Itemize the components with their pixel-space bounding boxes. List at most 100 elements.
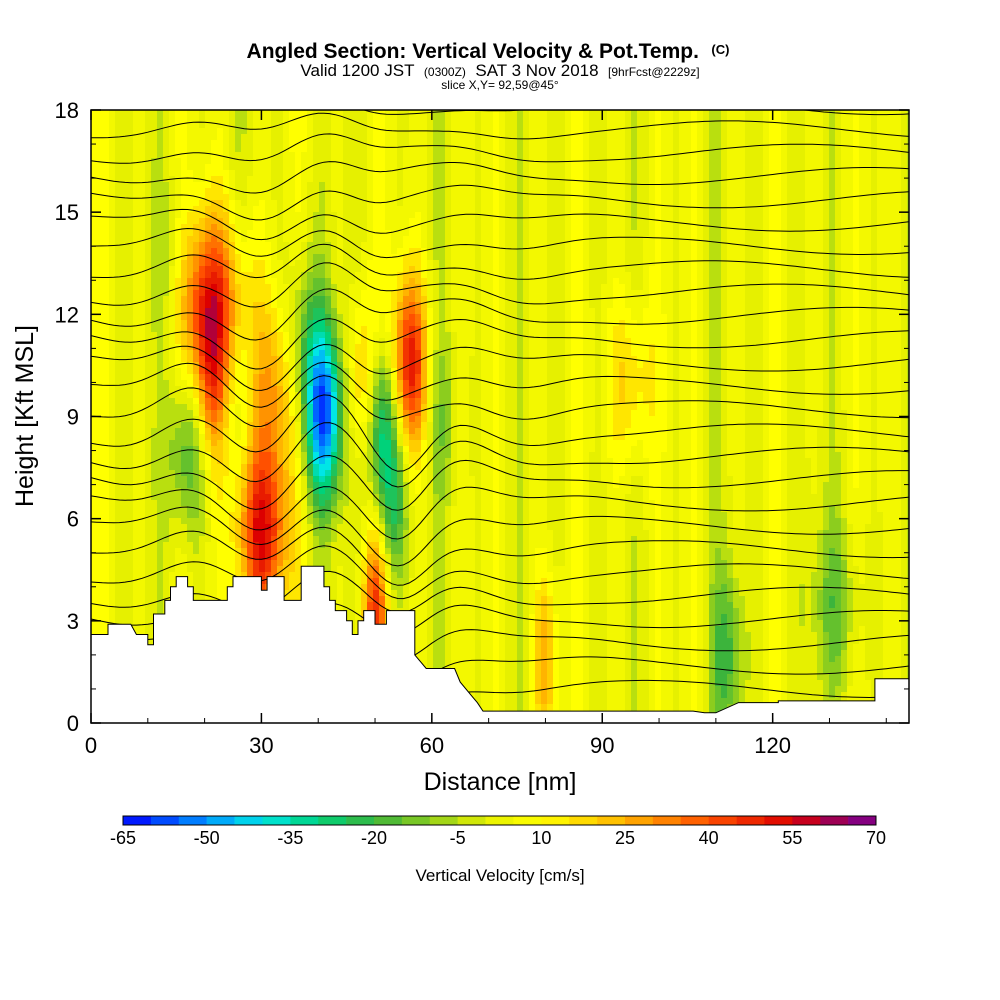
velocity-cell bbox=[625, 254, 632, 261]
velocity-cell bbox=[271, 134, 278, 141]
velocity-cell bbox=[349, 212, 356, 219]
velocity-cell bbox=[499, 290, 506, 297]
velocity-cell bbox=[853, 266, 860, 273]
velocity-cell bbox=[229, 128, 236, 135]
velocity-cell bbox=[637, 260, 644, 267]
velocity-cell bbox=[685, 218, 692, 225]
velocity-cell bbox=[337, 134, 344, 141]
velocity-cell bbox=[691, 200, 698, 207]
velocity-cell bbox=[457, 140, 464, 147]
velocity-cell bbox=[535, 266, 542, 273]
velocity-cell bbox=[721, 188, 728, 195]
velocity-cell bbox=[487, 308, 494, 315]
velocity-cell bbox=[595, 248, 602, 255]
velocity-cell bbox=[835, 230, 842, 237]
velocity-cell bbox=[175, 326, 182, 333]
velocity-cell bbox=[115, 290, 122, 297]
velocity-cell bbox=[493, 296, 500, 303]
velocity-cell bbox=[457, 284, 464, 291]
velocity-cell bbox=[379, 122, 386, 129]
velocity-cell bbox=[205, 230, 212, 237]
velocity-cell bbox=[415, 206, 422, 213]
velocity-cell bbox=[697, 176, 704, 183]
velocity-cell bbox=[307, 128, 314, 135]
velocity-cell bbox=[469, 248, 476, 255]
velocity-cell bbox=[403, 308, 410, 315]
velocity-cell bbox=[709, 302, 716, 309]
velocity-cell bbox=[697, 296, 704, 303]
velocity-cell bbox=[811, 128, 818, 135]
velocity-cell bbox=[781, 152, 788, 159]
velocity-cell bbox=[565, 260, 572, 267]
velocity-cell bbox=[883, 278, 890, 285]
velocity-cell bbox=[151, 248, 158, 255]
velocity-cell bbox=[475, 266, 482, 273]
velocity-cell bbox=[109, 200, 116, 207]
velocity-cell bbox=[103, 152, 110, 159]
velocity-cell bbox=[175, 272, 182, 279]
velocity-cell bbox=[625, 248, 632, 255]
velocity-cell bbox=[355, 314, 362, 321]
velocity-cell bbox=[511, 260, 518, 267]
velocity-cell bbox=[97, 110, 104, 117]
velocity-cell bbox=[199, 128, 206, 135]
velocity-cell bbox=[571, 146, 578, 153]
velocity-cell bbox=[505, 134, 512, 141]
velocity-cell bbox=[853, 248, 860, 255]
velocity-cell bbox=[169, 122, 176, 129]
velocity-cell bbox=[793, 128, 800, 135]
velocity-cell bbox=[631, 110, 638, 117]
velocity-cell bbox=[373, 314, 380, 321]
velocity-cell bbox=[679, 164, 686, 171]
velocity-cell bbox=[487, 140, 494, 147]
velocity-cell bbox=[511, 128, 518, 135]
velocity-cell bbox=[181, 182, 188, 189]
velocity-cell bbox=[379, 206, 386, 213]
velocity-cell bbox=[577, 254, 584, 261]
velocity-cell bbox=[301, 140, 308, 147]
velocity-cell bbox=[823, 188, 830, 195]
velocity-cell bbox=[655, 290, 662, 297]
velocity-cell bbox=[319, 206, 326, 213]
velocity-cell bbox=[751, 236, 758, 243]
subtitle-forecast: [9hrFcst@2229z] bbox=[608, 65, 700, 79]
velocity-cell bbox=[661, 284, 668, 291]
velocity-cell bbox=[367, 188, 374, 195]
velocity-cell bbox=[595, 254, 602, 261]
velocity-cell bbox=[199, 146, 206, 153]
velocity-cell bbox=[817, 188, 824, 195]
velocity-cell bbox=[481, 248, 488, 255]
velocity-cell bbox=[457, 122, 464, 129]
velocity-cell bbox=[505, 152, 512, 159]
velocity-cell bbox=[205, 248, 212, 255]
velocity-cell bbox=[691, 182, 698, 189]
velocity-cell bbox=[877, 128, 884, 135]
velocity-cell bbox=[343, 140, 350, 147]
velocity-cell bbox=[769, 308, 776, 315]
velocity-cell bbox=[715, 290, 722, 297]
velocity-cell bbox=[451, 206, 458, 213]
velocity-cell bbox=[451, 110, 458, 117]
velocity-cell bbox=[685, 308, 692, 315]
velocity-cell bbox=[847, 182, 854, 189]
velocity-cell bbox=[121, 122, 128, 129]
velocity-cell bbox=[421, 266, 428, 273]
velocity-cell bbox=[865, 266, 872, 273]
velocity-cell bbox=[307, 110, 314, 117]
velocity-cell bbox=[493, 128, 500, 135]
velocity-cell bbox=[343, 260, 350, 267]
velocity-cell bbox=[259, 308, 266, 315]
velocity-cell bbox=[697, 266, 704, 273]
velocity-cell bbox=[253, 140, 260, 147]
velocity-cell bbox=[511, 236, 518, 243]
velocity-cell bbox=[691, 218, 698, 225]
velocity-cell bbox=[781, 266, 788, 273]
velocity-cell bbox=[211, 230, 218, 237]
velocity-cell bbox=[817, 116, 824, 123]
velocity-cell bbox=[97, 146, 104, 153]
velocity-cell bbox=[325, 128, 332, 135]
velocity-cell bbox=[721, 164, 728, 171]
velocity-cell bbox=[643, 266, 650, 273]
velocity-cell bbox=[769, 128, 776, 135]
velocity-cell bbox=[151, 272, 158, 279]
